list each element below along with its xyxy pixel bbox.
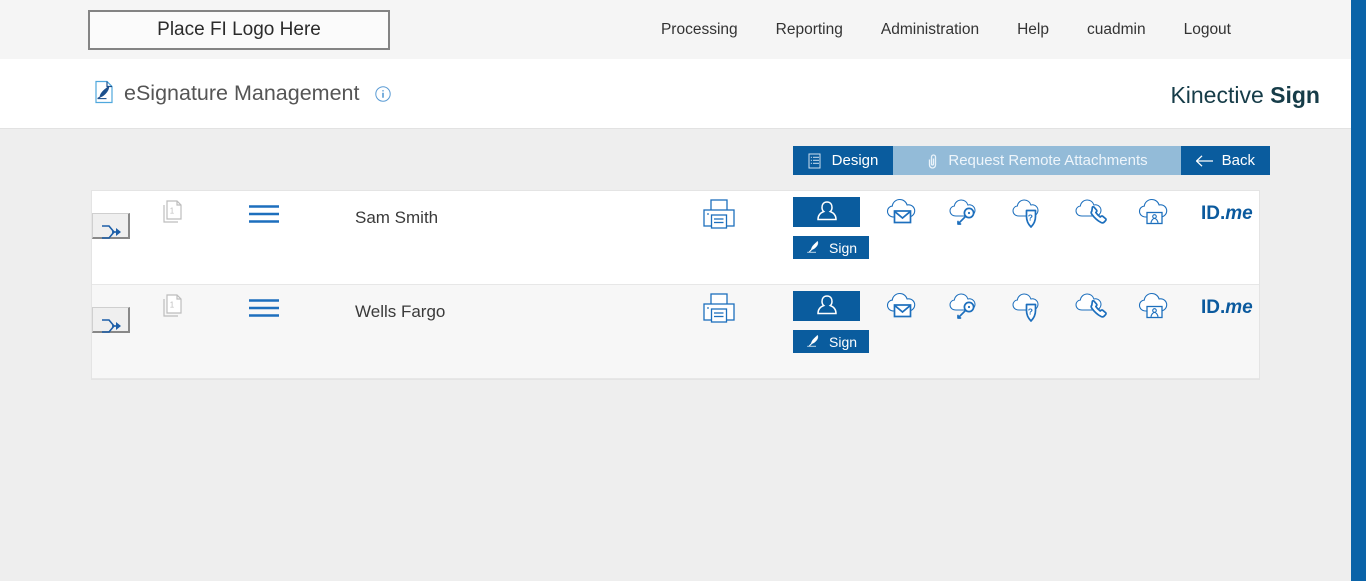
svg-text:?: ? bbox=[1028, 307, 1033, 317]
svg-text:1: 1 bbox=[170, 207, 175, 216]
svg-text:1: 1 bbox=[170, 301, 175, 310]
svg-text:?: ? bbox=[1028, 213, 1033, 223]
